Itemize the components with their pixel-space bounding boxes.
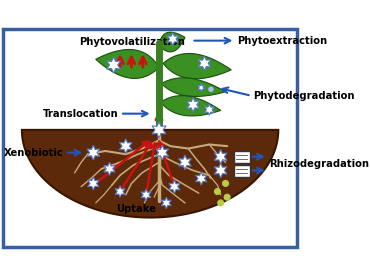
Text: Uptake: Uptake — [116, 205, 156, 214]
Polygon shape — [179, 155, 191, 170]
Text: Xenobiotic: Xenobiotic — [4, 148, 63, 158]
Polygon shape — [161, 197, 171, 209]
FancyBboxPatch shape — [234, 165, 250, 177]
Text: Translocation: Translocation — [43, 109, 118, 119]
Circle shape — [215, 189, 220, 194]
Polygon shape — [88, 177, 99, 190]
Polygon shape — [214, 149, 227, 164]
Polygon shape — [204, 104, 214, 115]
Polygon shape — [169, 180, 180, 193]
Polygon shape — [156, 145, 169, 160]
Text: Rhizodegradation: Rhizodegradation — [269, 159, 369, 169]
Polygon shape — [198, 84, 205, 92]
Polygon shape — [104, 162, 115, 175]
Polygon shape — [167, 33, 178, 46]
Polygon shape — [107, 57, 121, 73]
Circle shape — [209, 87, 213, 91]
Polygon shape — [120, 139, 132, 153]
Polygon shape — [96, 49, 159, 78]
FancyBboxPatch shape — [234, 151, 250, 163]
Polygon shape — [159, 32, 185, 52]
Polygon shape — [196, 172, 207, 185]
Polygon shape — [161, 78, 226, 96]
Polygon shape — [161, 95, 221, 116]
Polygon shape — [214, 163, 227, 178]
Circle shape — [223, 181, 228, 186]
Text: Phytovolatilization: Phytovolatilization — [79, 37, 185, 47]
Circle shape — [218, 200, 223, 206]
Polygon shape — [152, 122, 166, 138]
Polygon shape — [22, 130, 278, 217]
Polygon shape — [163, 54, 231, 79]
Polygon shape — [87, 145, 100, 160]
Polygon shape — [141, 189, 151, 200]
Polygon shape — [115, 186, 125, 197]
Polygon shape — [198, 56, 211, 71]
Text: Phytodegradation: Phytodegradation — [253, 91, 354, 101]
Circle shape — [224, 194, 230, 200]
Text: Phytoextraction: Phytoextraction — [237, 36, 327, 46]
Polygon shape — [187, 97, 199, 112]
